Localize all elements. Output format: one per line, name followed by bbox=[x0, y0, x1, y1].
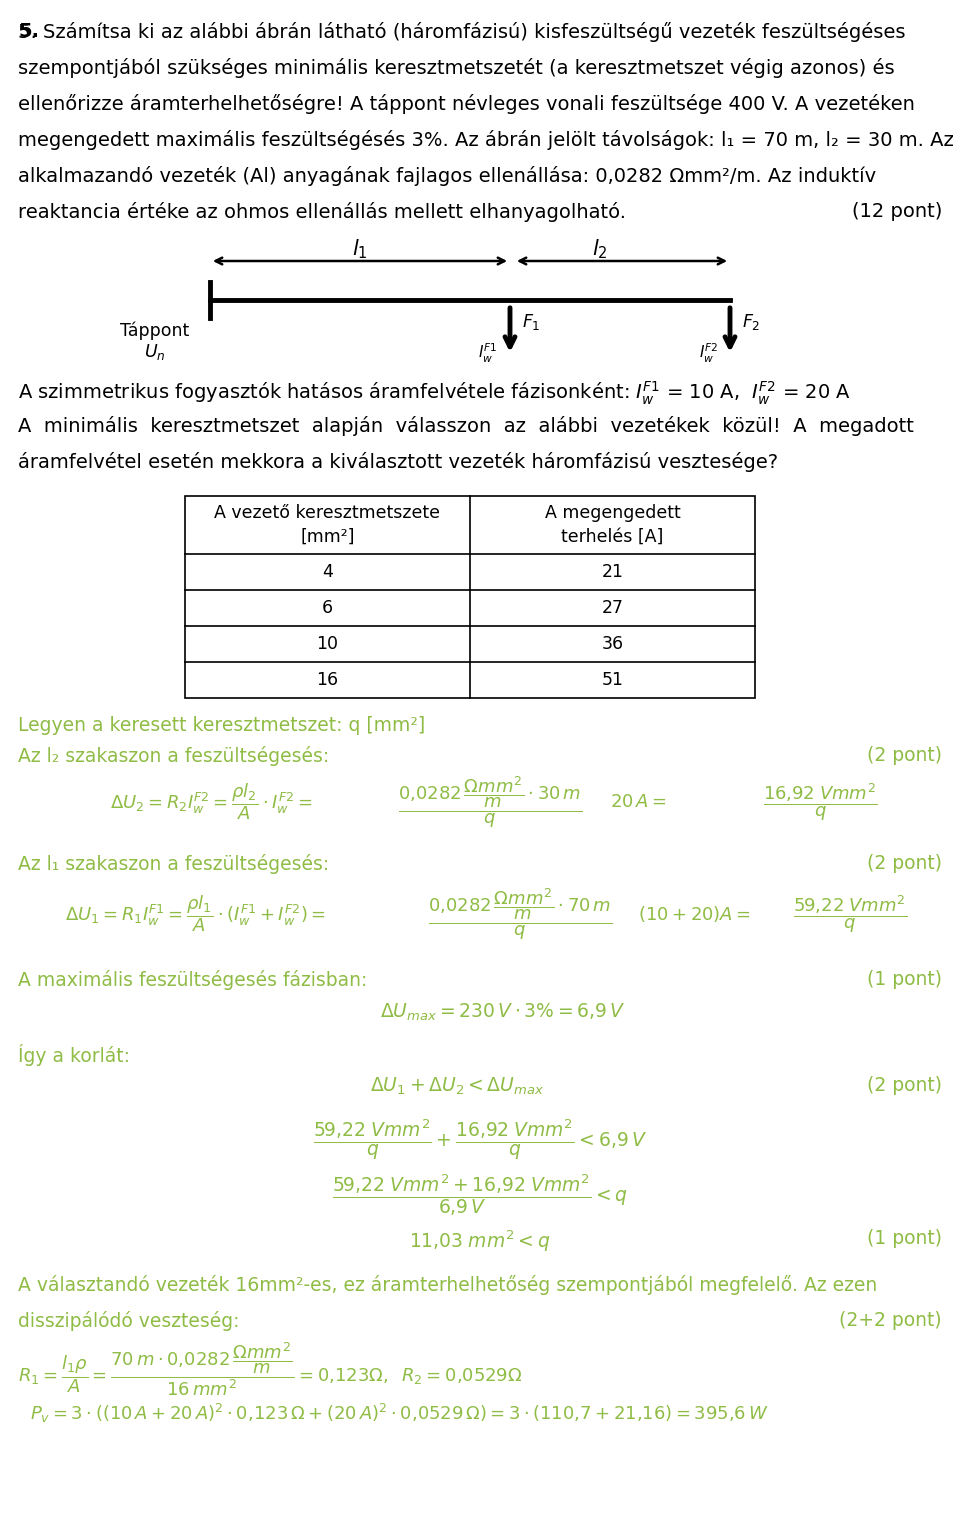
Text: $F_2$: $F_2$ bbox=[742, 312, 760, 332]
Text: $U_n$: $U_n$ bbox=[144, 342, 166, 362]
Text: Így a korlát:: Így a korlát: bbox=[18, 1044, 130, 1067]
Text: $R_1 = \dfrac{l_1\rho}{A} = \dfrac{70\,m \cdot 0{,}0282\,\dfrac{\Omega mm^2}{m}}: $R_1 = \dfrac{l_1\rho}{A} = \dfrac{70\,m… bbox=[18, 1341, 522, 1398]
Text: (1 pont): (1 pont) bbox=[867, 1229, 942, 1248]
Text: 21: 21 bbox=[602, 564, 623, 580]
Text: áramfelvétel esetén mekkora a kiválasztott vezeték háromfázisú vesztesége?: áramfelvétel esetén mekkora a kiválaszto… bbox=[18, 451, 779, 473]
Text: $\Delta U_1 = R_1 I_w^{F1} = \dfrac{\rho l_1}{A} \cdot (I_w^{F1} + I_w^{F2}) =$: $\Delta U_1 = R_1 I_w^{F1} = \dfrac{\rho… bbox=[65, 894, 325, 935]
Text: 10: 10 bbox=[317, 635, 339, 653]
Text: szempontjából szükséges minimális keresztmetszetét (a keresztmetszet végig azono: szempontjából szükséges minimális keresz… bbox=[18, 58, 895, 77]
Text: $\dfrac{16{,}92\;Vmm^2}{q}$: $\dfrac{16{,}92\;Vmm^2}{q}$ bbox=[762, 782, 877, 823]
Text: 6: 6 bbox=[322, 598, 333, 617]
Text: Az l₂ szakaszon a feszültségesés:: Az l₂ szakaszon a feszültségesés: bbox=[18, 745, 329, 767]
Text: $11{,}03\;mm^2 < q$: $11{,}03\;mm^2 < q$ bbox=[409, 1229, 551, 1254]
Text: $l_1$: $l_1$ bbox=[352, 236, 368, 261]
Text: $\dfrac{0{,}0282\,\dfrac{\Omega mm^2}{m} \cdot 70\,m}{q}$: $\dfrac{0{,}0282\,\dfrac{\Omega mm^2}{m}… bbox=[428, 886, 612, 942]
Text: 16: 16 bbox=[317, 671, 339, 689]
Text: (12 pont): (12 pont) bbox=[852, 201, 942, 221]
Text: 5. Számítsa ki az alábbi ábrán látható (háromfázisú) kisfeszültségű vezeték fesz: 5. Számítsa ki az alábbi ábrán látható (… bbox=[18, 23, 905, 42]
Text: $\Delta U_{max} = 230\,V \cdot 3\% = 6{,}9\,V$: $\Delta U_{max} = 230\,V \cdot 3\% = 6{,… bbox=[380, 1001, 625, 1023]
Text: ellenőrizze áramterhelhetőségre! A táppont névleges vonali feszültsége 400 V. A : ellenőrizze áramterhelhetőségre! A táppo… bbox=[18, 94, 915, 114]
Text: $I_w^{F2}$: $I_w^{F2}$ bbox=[699, 342, 718, 365]
Text: $\dfrac{59{,}22\;Vmm^2}{q} + \dfrac{16{,}92\;Vmm^2}{q} < 6{,}9\,V$: $\dfrac{59{,}22\;Vmm^2}{q} + \dfrac{16{,… bbox=[313, 1118, 647, 1162]
Text: 27: 27 bbox=[602, 598, 623, 617]
Text: $20\,A =$: $20\,A =$ bbox=[610, 792, 667, 811]
Text: Legyen a keresett keresztmetszet: q [mm²]: Legyen a keresett keresztmetszet: q [mm²… bbox=[18, 717, 425, 735]
Text: reaktancia értéke az ohmos ellenállás mellett elhanyagolható.: reaktancia értéke az ohmos ellenállás me… bbox=[18, 201, 626, 223]
Text: megengedett maximális feszültségésés 3%. Az ábrán jelölt távolságok: l₁ = 70 m, : megengedett maximális feszültségésés 3%.… bbox=[18, 130, 954, 150]
Text: (2 pont): (2 pont) bbox=[867, 1076, 942, 1095]
Text: A  minimális  keresztmetszet  alapján  válasszon  az  alábbi  vezetékek  közül! : A minimális keresztmetszet alapján válas… bbox=[18, 417, 914, 436]
Text: alkalmazandó vezeték (Al) anyagának fajlagos ellenállása: 0,0282 Ωmm²/m. Az indu: alkalmazandó vezeték (Al) anyagának fajl… bbox=[18, 167, 876, 186]
Text: (2+2 pont): (2+2 pont) bbox=[839, 1310, 942, 1330]
Text: (2 pont): (2 pont) bbox=[867, 745, 942, 765]
Text: A szimmetrikus fogyasztók hatásos áramfelvétele fázisonként: $I_w^{F1}$ = 10 A, : A szimmetrikus fogyasztók hatásos áramfe… bbox=[18, 380, 851, 408]
Text: A megengedett
terhelés [A]: A megengedett terhelés [A] bbox=[544, 504, 681, 545]
Text: A maximális feszültségesés fázisban:: A maximális feszültségesés fázisban: bbox=[18, 970, 368, 989]
Text: $\dfrac{59{,}22\;Vmm^2}{q}$: $\dfrac{59{,}22\;Vmm^2}{q}$ bbox=[793, 894, 907, 935]
Text: 36: 36 bbox=[601, 635, 624, 653]
Text: $(10 + 20)A =$: $(10 + 20)A =$ bbox=[638, 904, 751, 924]
Text: 5.: 5. bbox=[18, 23, 39, 41]
Text: $\dfrac{59{,}22\;Vmm^2 + 16{,}92\;Vmm^2}{6{,}9\,V} < q$: $\dfrac{59{,}22\;Vmm^2 + 16{,}92\;Vmm^2}… bbox=[332, 1173, 628, 1218]
Text: (2 pont): (2 pont) bbox=[867, 854, 942, 873]
Text: A vezető keresztmetszete
[mm²]: A vezető keresztmetszete [mm²] bbox=[214, 504, 441, 545]
Text: $P_v = 3 \cdot ((10\,A + 20\,A)^2 \cdot 0{,}123\,\Omega + (20\,A)^2 \cdot 0{,}05: $P_v = 3 \cdot ((10\,A + 20\,A)^2 \cdot … bbox=[30, 1401, 769, 1426]
Text: Táppont: Táppont bbox=[120, 323, 190, 341]
Text: $\dfrac{0{,}0282\,\dfrac{\Omega mm^2}{m} \cdot 30\,m}{q}$: $\dfrac{0{,}0282\,\dfrac{\Omega mm^2}{m}… bbox=[397, 774, 582, 830]
Text: A választandó vezeték 16mm²-es, ez áramterhelhetőség szempontjából megfelelő. Az: A választandó vezeték 16mm²-es, ez áramt… bbox=[18, 1276, 877, 1295]
Text: disszipálódó veszteség:: disszipálódó veszteség: bbox=[18, 1310, 239, 1332]
Text: $I_w^{F1}$: $I_w^{F1}$ bbox=[478, 342, 498, 365]
Text: $\Delta U_1 + \Delta U_2 < \Delta U_{max}$: $\Delta U_1 + \Delta U_2 < \Delta U_{max… bbox=[370, 1076, 544, 1097]
Text: $l_2$: $l_2$ bbox=[592, 236, 608, 261]
Text: 4: 4 bbox=[322, 564, 333, 580]
Text: Az l₁ szakaszon a feszültségesés:: Az l₁ szakaszon a feszültségesés: bbox=[18, 854, 329, 874]
Bar bbox=[185, 495, 755, 698]
Text: (1 pont): (1 pont) bbox=[867, 970, 942, 989]
Text: 51: 51 bbox=[602, 671, 623, 689]
Text: $\Delta U_2 = R_2 I_w^{F2} = \dfrac{\rho l_2}{A} \cdot I_w^{F2} =$: $\Delta U_2 = R_2 I_w^{F2} = \dfrac{\rho… bbox=[110, 782, 312, 823]
Text: $F_1$: $F_1$ bbox=[522, 312, 540, 332]
